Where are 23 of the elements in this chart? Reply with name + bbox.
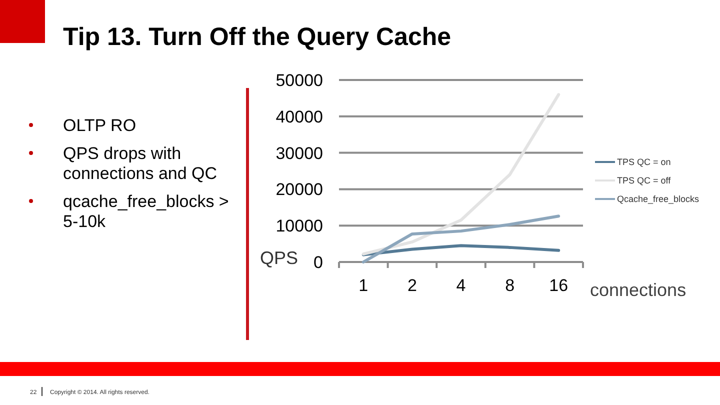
y-tick-label: 50000 xyxy=(276,70,323,90)
y-axis-title: QPS xyxy=(260,248,298,268)
x-tick-label: 2 xyxy=(407,276,417,295)
line-series xyxy=(362,244,560,256)
x-tick-label: 4 xyxy=(456,276,466,295)
legend-label: Qcache_free_blocks xyxy=(617,194,700,204)
chart-title: Tip 13. Turn Off the Query Cache xyxy=(63,23,452,51)
legend-label: TPS QC = on xyxy=(617,157,671,168)
y-tick-label: 10000 xyxy=(276,216,323,236)
y-tick-label: 30000 xyxy=(276,144,323,163)
line-series xyxy=(362,214,560,264)
line-series xyxy=(362,93,560,256)
text: OLTP RO xyxy=(63,116,136,135)
y-tick-label: 20000 xyxy=(276,180,323,200)
text: qcache_free_blocks > 5-10k xyxy=(63,192,229,231)
y-tick-label: 0 xyxy=(314,252,323,272)
legend-label: TPS QC = off xyxy=(617,176,672,186)
x-tick-label: 16 xyxy=(549,276,568,295)
text: QPS drops with connections and QC xyxy=(63,144,218,183)
x-tick-label: 8 xyxy=(505,276,515,295)
x-axis-title: connections xyxy=(590,280,686,300)
x-tick-label: 1 xyxy=(358,276,368,295)
y-tick-label: 40000 xyxy=(276,107,323,126)
